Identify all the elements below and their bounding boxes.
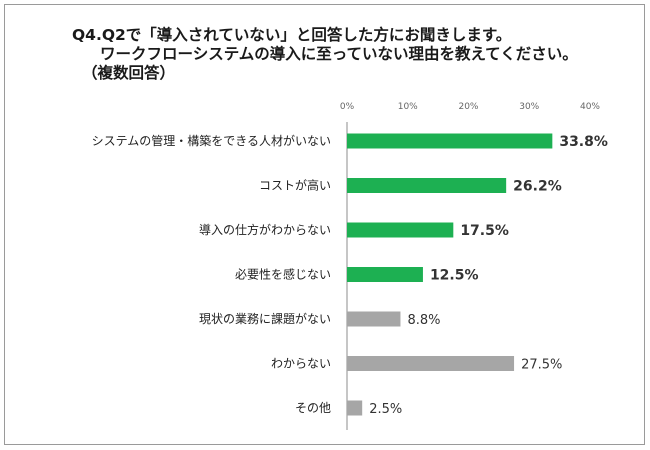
category-label: コストが高い (259, 178, 331, 193)
data-label: 17.5% (460, 223, 509, 239)
category-label: 導入の仕方がわからない (199, 222, 331, 237)
data-label: 33.8% (559, 134, 608, 150)
x-tick-label: 20% (458, 102, 478, 112)
bar (347, 356, 515, 371)
data-label: 2.5% (369, 402, 402, 417)
title-line-3: （複数回答） (82, 64, 176, 82)
category-label: システムの管理・構築をできる人材がいない (92, 133, 331, 148)
x-tick-label: 10% (398, 102, 418, 112)
data-label: 8.8% (407, 313, 440, 328)
bar (347, 267, 423, 282)
category-label: 現状の業務に課題がない (199, 311, 331, 326)
data-label: 26.2% (513, 179, 562, 195)
bar (347, 133, 553, 149)
data-label: 27.5% (521, 358, 562, 373)
category-label: わからない (271, 357, 331, 371)
title-line-1: Q4.Q2で「導入されていない」と回答した方にお聞きします。 (72, 26, 512, 44)
bar (347, 178, 507, 193)
data-label: 12.5% (430, 268, 479, 284)
chart-frame (4, 4, 645, 445)
chart-title: Q4.Q2で「導入されていない」と回答した方にお聞きします。 ワークフローシステ… (72, 26, 578, 83)
category-label: その他 (295, 401, 331, 415)
x-tick-label: 30% (519, 102, 539, 112)
title-line-2: ワークフローシステムの導入に至っていない理由を教えてください。 (100, 45, 578, 63)
x-tick-label: 40% (580, 102, 600, 112)
bar (347, 400, 363, 416)
x-tick-label: 0% (340, 102, 355, 112)
bar (347, 222, 454, 238)
bar (347, 311, 401, 327)
category-label: 必要性を感じない (235, 267, 331, 282)
